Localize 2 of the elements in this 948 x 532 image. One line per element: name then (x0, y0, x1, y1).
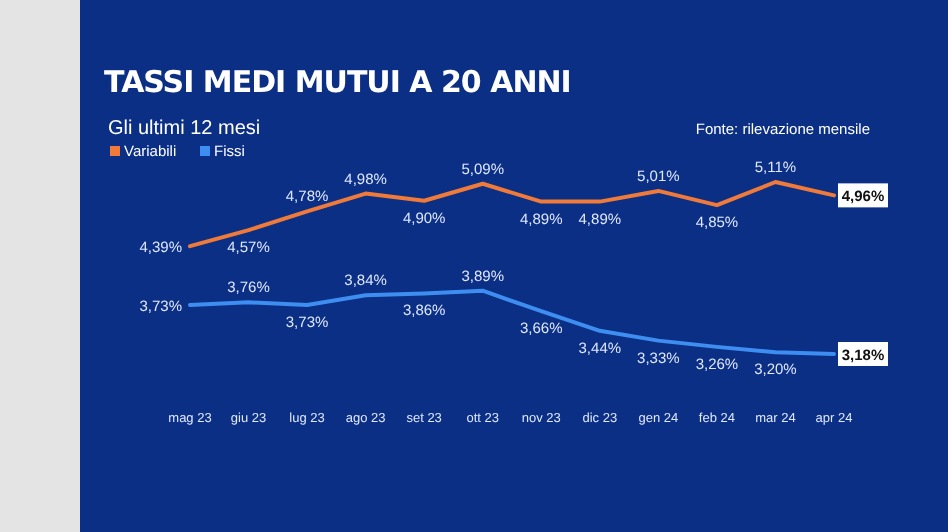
chart-subtitle: Gli ultimi 12 mesi (108, 118, 261, 140)
chart-title: TASSI MEDI MUTUI A 20 ANNI (104, 64, 571, 100)
